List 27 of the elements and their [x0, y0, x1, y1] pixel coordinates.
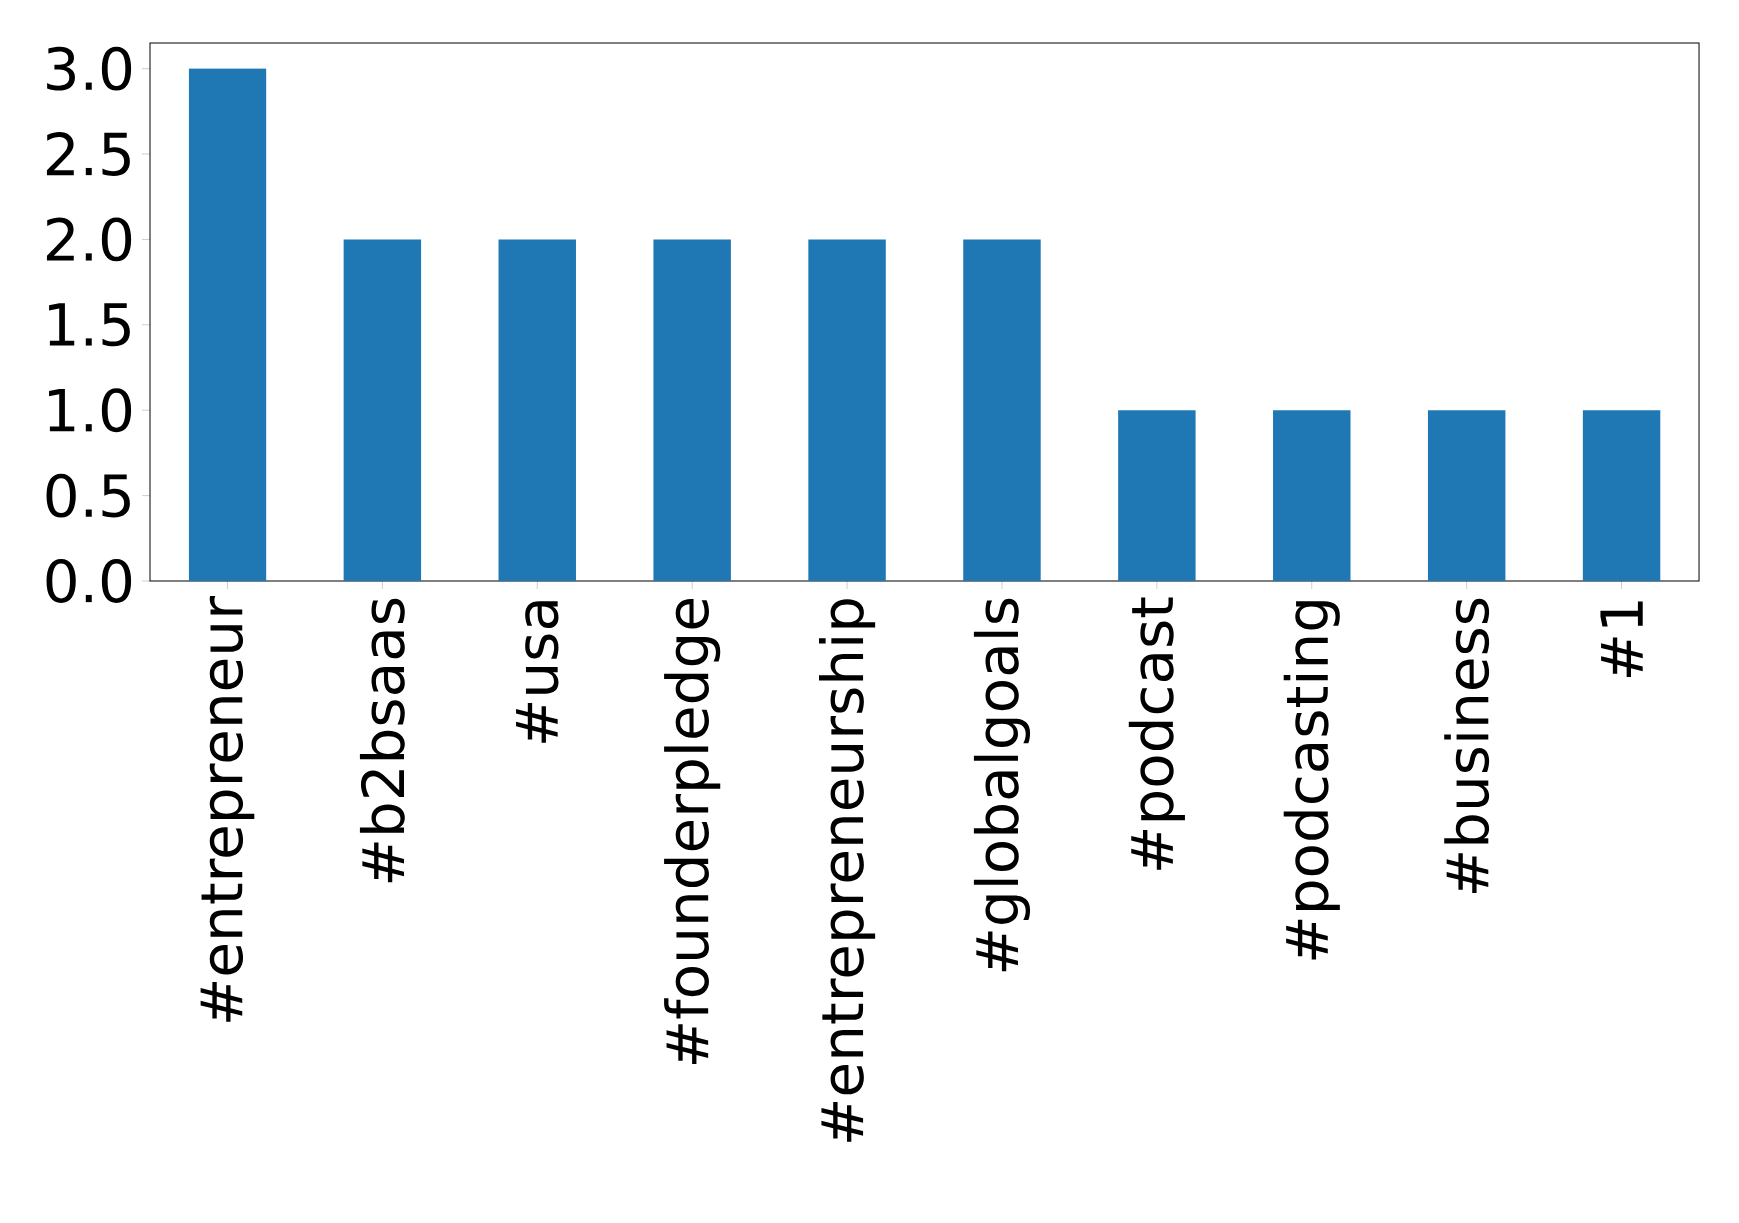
y-tick-label: 2.5: [46, 132, 130, 176]
bar: [188, 68, 267, 582]
bar: [963, 239, 1041, 582]
bar: [1118, 410, 1196, 582]
y-tick-label: 0.5: [46, 473, 130, 518]
x-tick-label: #globalgoals: [973, 598, 1031, 972]
y-tick-label: 0.0: [46, 559, 132, 603]
x-tick-label: #podcasting: [1283, 601, 1340, 960]
y-tick-label: 3.0: [47, 46, 132, 91]
bar: [1273, 410, 1351, 582]
x-tick-label: #1: [1600, 601, 1643, 678]
bar: [808, 239, 886, 582]
bar: [1582, 410, 1661, 582]
bar: [1427, 410, 1506, 582]
x-tick-label: #b2bsaas: [359, 598, 405, 883]
x-tick-label: #podcast: [1128, 597, 1185, 870]
x-tick-label: #entrepreneurship: [819, 599, 876, 1142]
bar: [343, 239, 422, 582]
x-tick-label: #entrepreneur: [200, 596, 255, 1022]
x-tick-label: #business: [1444, 598, 1490, 893]
y-tick-label: 2.0: [46, 217, 132, 262]
y-tick-label: 1.0: [49, 388, 132, 433]
y-tick-label: 1.5: [49, 303, 130, 347]
x-tick-label: #usa: [516, 601, 559, 743]
x-tick-label: #founderpledge: [664, 599, 721, 1064]
bar: [498, 239, 576, 582]
bar: [653, 239, 731, 582]
